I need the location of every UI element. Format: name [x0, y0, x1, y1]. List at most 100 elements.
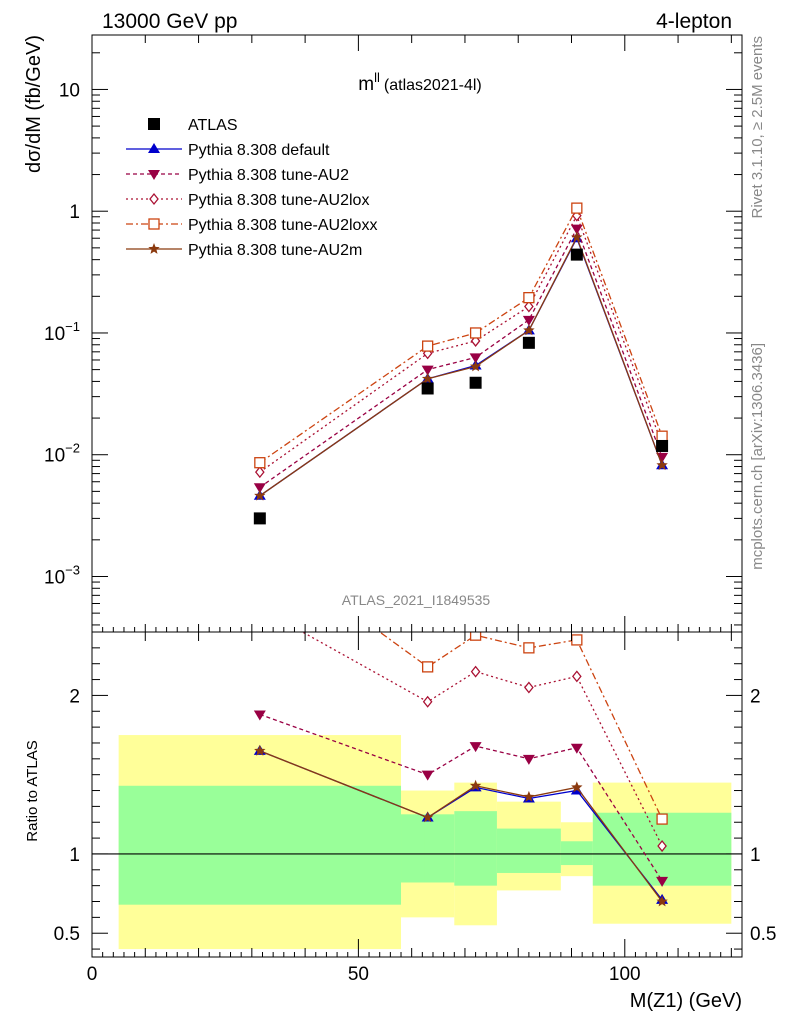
x-axis-label: M(Z1) (GeV)	[630, 990, 742, 1012]
ratio-y-tick-label-right: 2	[750, 686, 761, 707]
uncertainty-band-green	[118, 785, 402, 905]
series-point-4	[254, 489, 266, 501]
uncertainty-band-green	[560, 841, 593, 866]
ratio-line-3	[378, 632, 663, 820]
legend-marker	[148, 118, 160, 130]
ratio-point-4	[469, 779, 482, 791]
uncertainty-band-green	[496, 828, 561, 873]
ratio-point-2	[256, 603, 264, 613]
ratio-point-3	[656, 813, 668, 825]
x-tick-label: 0	[87, 964, 98, 985]
legend: ATLAS Pythia 8.308 default Pythia 8.308 tu…	[126, 117, 377, 259]
ratio-frame	[91, 631, 743, 958]
series-point-4	[469, 360, 482, 372]
ratio-point-1	[570, 743, 583, 754]
series-line-0	[259, 236, 663, 497]
atlas-data-point	[421, 382, 434, 395]
ratio-point-3	[422, 661, 434, 673]
legend-marker	[148, 218, 160, 230]
main-panel: 10 1 10−1 10−2 10−3 dσ/dM (fb/GeV) mll (atlas…	[23, 34, 743, 633]
legend-marker	[148, 170, 160, 180]
ratio-point-2	[572, 670, 582, 683]
ratio-point-2	[422, 695, 433, 708]
series-point-1	[522, 315, 535, 326]
ratio-y-tick-label: 1	[69, 845, 80, 866]
series-point-1	[253, 483, 266, 494]
series-point-3	[469, 327, 482, 339]
ratio-point-4	[523, 790, 535, 802]
ratio-y-tick-label-right: 0.5	[750, 924, 776, 945]
plot-title: mll (atlas2021-4l)	[358, 70, 481, 95]
legend-marker	[148, 243, 160, 254]
series-point-4	[571, 231, 583, 243]
ratio-point-2	[524, 681, 534, 694]
header-process: 13000 GeV pp	[102, 10, 237, 33]
ratio-point-1	[469, 742, 482, 753]
series-line-2	[259, 214, 663, 473]
watermark: ATLAS_2021_I1849535	[342, 592, 491, 608]
ratio-line-1	[259, 713, 663, 882]
y-tick-label: 1	[69, 202, 80, 223]
ratio-point-4	[421, 811, 434, 823]
series-line-4	[259, 235, 663, 497]
legend-label: Pythia 8.308 tune-AU2	[188, 167, 349, 184]
atlas-data-point	[656, 439, 669, 452]
series-point-2	[254, 466, 265, 479]
ratio-point-4	[571, 781, 583, 793]
series-point-3	[523, 292, 535, 304]
y-tick-label: 10	[59, 80, 80, 101]
ratio-point-1	[522, 754, 535, 765]
series-point-1	[421, 365, 434, 376]
series-point-4	[656, 459, 668, 471]
legend-marker	[149, 192, 159, 206]
rivet-label: Rivet 3.1.10, ≥ 2.5M events	[749, 36, 766, 219]
plot-title-main: m	[358, 74, 374, 95]
series-line-1	[259, 227, 663, 488]
legend-marker	[148, 143, 160, 153]
uncertainty-band-green	[401, 814, 425, 883]
ratio-y-tick-label-right: 1	[750, 845, 761, 866]
ratio-ylabel: Ratio to ATLAS	[24, 740, 41, 841]
series-point-1	[469, 353, 482, 364]
atlas-data-point	[253, 512, 266, 525]
legend-label: Pythia 8.308 tune-AU2m	[188, 242, 362, 259]
series-point-3	[422, 340, 434, 352]
y-tick-label: 10−1	[44, 319, 80, 345]
ratio-y-tick-label: 2	[69, 686, 80, 707]
ratio-y-tick-label: 0.5	[54, 924, 80, 945]
series-point-3	[254, 457, 266, 469]
ratio-point-2	[470, 665, 481, 678]
ratio-point-2	[657, 839, 667, 853]
ratio-point-4	[656, 895, 668, 907]
plot-title-sup: ll	[374, 70, 380, 85]
ratio-point-1	[656, 876, 669, 887]
atlas-data-point	[522, 336, 535, 349]
ratio-point-3	[523, 642, 535, 654]
ratio-panel: 2 2 1 1 0.5 0.5 0 50 100 Ratio to ATLAS M(Z1) (G…	[24, 540, 776, 1012]
y-tick-label: 10−2	[44, 441, 80, 467]
series-point-2	[524, 300, 534, 313]
ratio-point-4	[254, 744, 266, 756]
plot-title-suffix: (atlas2021-4l)	[384, 77, 482, 94]
ratio-point-3	[255, 540, 265, 550]
legend-label: ATLAS	[188, 117, 238, 134]
header-channel: 4-lepton	[656, 10, 732, 33]
atlas-data-point	[570, 248, 583, 261]
ratio-point-1	[421, 770, 434, 781]
uncertainty-band-green	[454, 811, 497, 886]
x-tick-label: 100	[609, 964, 641, 985]
series-point-4	[421, 372, 434, 384]
ratio-point-1	[253, 710, 266, 721]
atlas-data-point	[469, 376, 482, 389]
ratio-point-3	[469, 632, 482, 641]
ratio-line-2	[301, 632, 663, 847]
series-point-4	[523, 324, 535, 336]
ratio-line-4	[259, 750, 663, 902]
legend-label: Pythia 8.308 tune-AU2lox	[188, 192, 369, 209]
series-point-3	[656, 430, 668, 442]
ratio-point-3	[571, 634, 583, 646]
legend-label: Pythia 8.308 default	[188, 142, 330, 159]
legend-label: Pythia 8.308 tune-AU2loxx	[188, 217, 377, 234]
mcplots-label: mcplots.cern.ch [arXiv:1306.3436]	[749, 343, 766, 570]
